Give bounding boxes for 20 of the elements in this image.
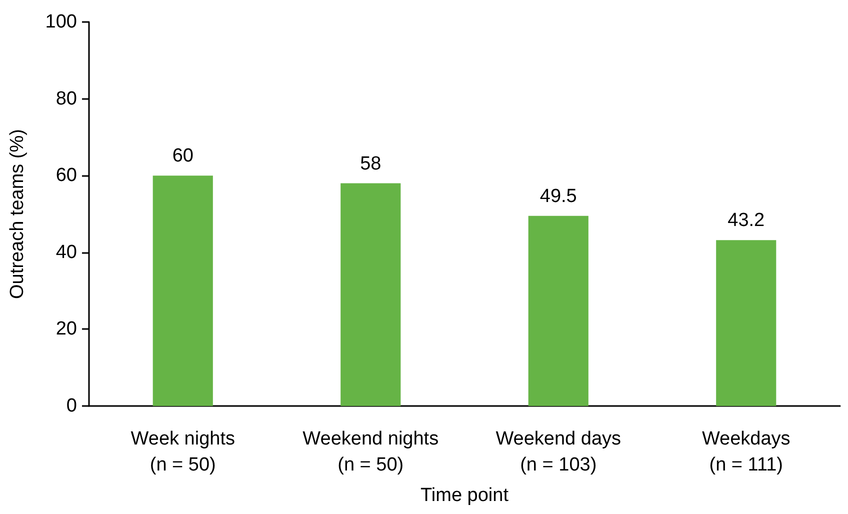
data-label: 58 xyxy=(360,153,382,174)
y-tick-label: 0 xyxy=(66,396,77,416)
bar xyxy=(528,216,588,406)
x-axis-title: Time point xyxy=(420,485,510,506)
y-tick-label: 100 xyxy=(45,12,77,32)
data-label: 49.5 xyxy=(540,186,577,207)
y-axis-title: Outreach teams (%) xyxy=(7,129,28,299)
bar xyxy=(152,176,213,406)
x-tick-label: Week nights (n = 50) xyxy=(130,428,235,476)
data-label: 60 xyxy=(172,146,194,167)
bar xyxy=(716,240,776,406)
y-tick-label: 20 xyxy=(56,318,77,340)
x-tick-label: Weekend days (n = 103) xyxy=(496,428,622,476)
y-tick-label: 40 xyxy=(56,242,77,263)
x-tick-label: Weekend nights (n = 50) xyxy=(302,428,439,476)
x-tick-label: Weekdays (n = 111) xyxy=(702,428,790,476)
data-label: 43.2 xyxy=(728,210,765,232)
bar xyxy=(340,183,401,406)
y-tick-label: 60 xyxy=(56,165,77,186)
y-tick-label: 80 xyxy=(56,88,77,110)
